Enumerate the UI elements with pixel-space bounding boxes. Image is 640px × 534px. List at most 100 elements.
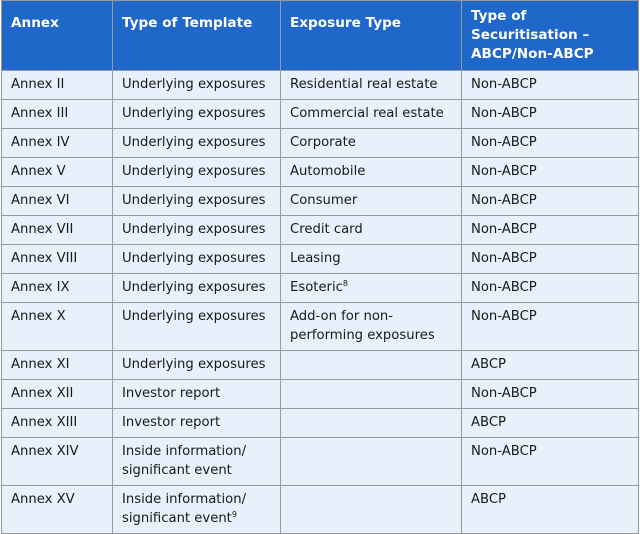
cell-exposure-type-text: Residential real estate: [290, 77, 438, 92]
cell-exposure-type-text: Credit card: [290, 222, 363, 237]
table-row: Annex VII Underlying exposures Credit card…: [1, 215, 639, 245]
cell-securitisation-type-text: ABCP: [471, 357, 506, 372]
cell-template-type-text: Inside information/ significant event: [122, 444, 247, 478]
cell-securitisation-type: Non-ABCP: [461, 128, 639, 158]
table-row: Annex III Underlying exposures Commercial …: [1, 99, 639, 129]
cell-annex-text: Annex VI: [11, 193, 70, 208]
table-row: Annex IV Underlying exposures Corporate Non…: [1, 128, 639, 158]
cell-template-type: Underlying exposures: [112, 99, 281, 129]
cell-exposure-type: Leasing: [280, 244, 462, 274]
cell-securitisation-type-text: Non-ABCP: [471, 280, 537, 295]
cell-annex: Annex IX: [1, 273, 113, 303]
cell-exposure-type-text: Esoteric: [290, 280, 343, 295]
cell-template-type-text: Investor report: [122, 386, 221, 401]
cell-annex-text: Annex XV: [11, 492, 75, 507]
cell-securitisation-type: Non-ABCP: [461, 273, 639, 303]
cell-annex: Annex X: [1, 302, 113, 351]
cell-exposure-type: [280, 350, 462, 380]
cell-exposure-type: Add-on for non-performing exposures: [280, 302, 462, 351]
cell-template-type: Underlying exposures: [112, 128, 281, 158]
cell-exposure-type: [280, 437, 462, 486]
cell-annex: Annex XIV: [1, 437, 113, 486]
cell-template-type-text: Inside information/ significant event: [122, 492, 247, 526]
cell-securitisation-type-text: Non-ABCP: [471, 444, 537, 459]
cell-exposure-type: Residential real estate: [280, 70, 462, 100]
cell-template-type-text: Underlying exposures: [122, 193, 266, 208]
cell-securitisation-type-text: Non-ABCP: [471, 222, 537, 237]
cell-annex-text: Annex XI: [11, 357, 70, 372]
cell-exposure-type-text: Corporate: [290, 135, 356, 150]
cell-template-type: Inside information/ significant event9: [112, 485, 281, 534]
cell-securitisation-type: ABCP: [461, 350, 639, 380]
cell-template-type: Investor report: [112, 379, 281, 409]
cell-securitisation-type: Non-ABCP: [461, 186, 639, 216]
cell-annex-text: Annex XII: [11, 386, 74, 401]
table-row: Annex XII Investor report Non-ABCP: [1, 379, 639, 409]
cell-annex-text: Annex IX: [11, 280, 70, 295]
table-body: Annex II Underlying exposures Residential …: [1, 70, 639, 534]
cell-template-type-text: Underlying exposures: [122, 280, 266, 295]
table-row: Annex XV Inside information/ significant …: [1, 485, 639, 534]
cell-securitisation-type-text: Non-ABCP: [471, 386, 537, 401]
cell-template-type: Underlying exposures: [112, 157, 281, 187]
cell-template-type-text: Underlying exposures: [122, 77, 266, 92]
cell-annex-text: Annex XIV: [11, 444, 79, 459]
cell-exposure-type: [280, 485, 462, 534]
cell-annex: Annex XIII: [1, 408, 113, 438]
cell-securitisation-type: Non-ABCP: [461, 379, 639, 409]
cell-exposure-type-text: Leasing: [290, 251, 341, 266]
table-row: Annex V Underlying exposures Automobile Non…: [1, 157, 639, 187]
cell-securitisation-type: Non-ABCP: [461, 215, 639, 245]
cell-securitisation-type-text: Non-ABCP: [471, 106, 537, 121]
cell-template-type-text: Underlying exposures: [122, 357, 266, 372]
cell-template-type: Underlying exposures: [112, 350, 281, 380]
cell-securitisation-type: Non-ABCP: [461, 302, 639, 351]
cell-exposure-type-text: Consumer: [290, 193, 358, 208]
cell-template-type-text: Underlying exposures: [122, 222, 266, 237]
footnote-marker: 8: [342, 279, 348, 288]
cell-template-type-text: Underlying exposures: [122, 251, 266, 266]
cell-securitisation-type-text: Non-ABCP: [471, 251, 537, 266]
cell-annex-text: Annex II: [11, 77, 65, 92]
cell-securitisation-type: Non-ABCP: [461, 157, 639, 187]
cell-annex: Annex VI: [1, 186, 113, 216]
cell-securitisation-type: ABCP: [461, 485, 639, 534]
cell-exposure-type: Corporate: [280, 128, 462, 158]
cell-template-type-text: Underlying exposures: [122, 309, 266, 324]
cell-annex-text: Annex III: [11, 106, 69, 121]
header-template-type: Type of Template: [112, 0, 281, 71]
table-row: Annex II Underlying exposures Residential …: [1, 70, 639, 100]
cell-template-type: Inside information/ significant event: [112, 437, 281, 486]
cell-exposure-type-text: Add-on for non-performing exposures: [290, 309, 435, 343]
cell-exposure-type: Commercial real estate: [280, 99, 462, 129]
table-row: Annex XIV Inside information/ significant…: [1, 437, 639, 486]
cell-securitisation-type-text: ABCP: [471, 415, 506, 430]
cell-securitisation-type: Non-ABCP: [461, 437, 639, 486]
cell-exposure-type-text: Commercial real estate: [290, 106, 444, 121]
table-row: Annex VI Underlying exposures Consumer Non-…: [1, 186, 639, 216]
cell-template-type-text: Underlying exposures: [122, 135, 266, 150]
header-securitisation-type: Type of Securitisation – ABCP/Non-ABCP: [461, 0, 639, 71]
cell-annex: Annex II: [1, 70, 113, 100]
cell-annex-text: Annex XIII: [11, 415, 78, 430]
cell-annex: Annex XI: [1, 350, 113, 380]
cell-annex-text: Annex VII: [11, 222, 74, 237]
table-row: Annex VIII Underlying exposures Leasing Non…: [1, 244, 639, 274]
cell-securitisation-type-text: Non-ABCP: [471, 164, 537, 179]
cell-securitisation-type: Non-ABCP: [461, 70, 639, 100]
cell-annex-text: Annex X: [11, 309, 66, 324]
table-row: Annex X Underlying exposures Add-on for no…: [1, 302, 639, 351]
cell-securitisation-type-text: Non-ABCP: [471, 193, 537, 208]
cell-exposure-type-text: Automobile: [290, 164, 366, 179]
cell-annex-text: Annex IV: [11, 135, 70, 150]
table-header: Annex Type of Template Exposure Type Typ…: [1, 0, 639, 71]
cell-securitisation-type-text: Non-ABCP: [471, 309, 537, 324]
cell-securitisation-type-text: Non-ABCP: [471, 77, 537, 92]
cell-securitisation-type-text: ABCP: [471, 492, 506, 507]
cell-template-type-text: Underlying exposures: [122, 164, 266, 179]
cell-securitisation-type: ABCP: [461, 408, 639, 438]
cell-securitisation-type-text: Non-ABCP: [471, 135, 537, 150]
cell-exposure-type: Esoteric8: [280, 273, 462, 303]
cell-annex: Annex VIII: [1, 244, 113, 274]
